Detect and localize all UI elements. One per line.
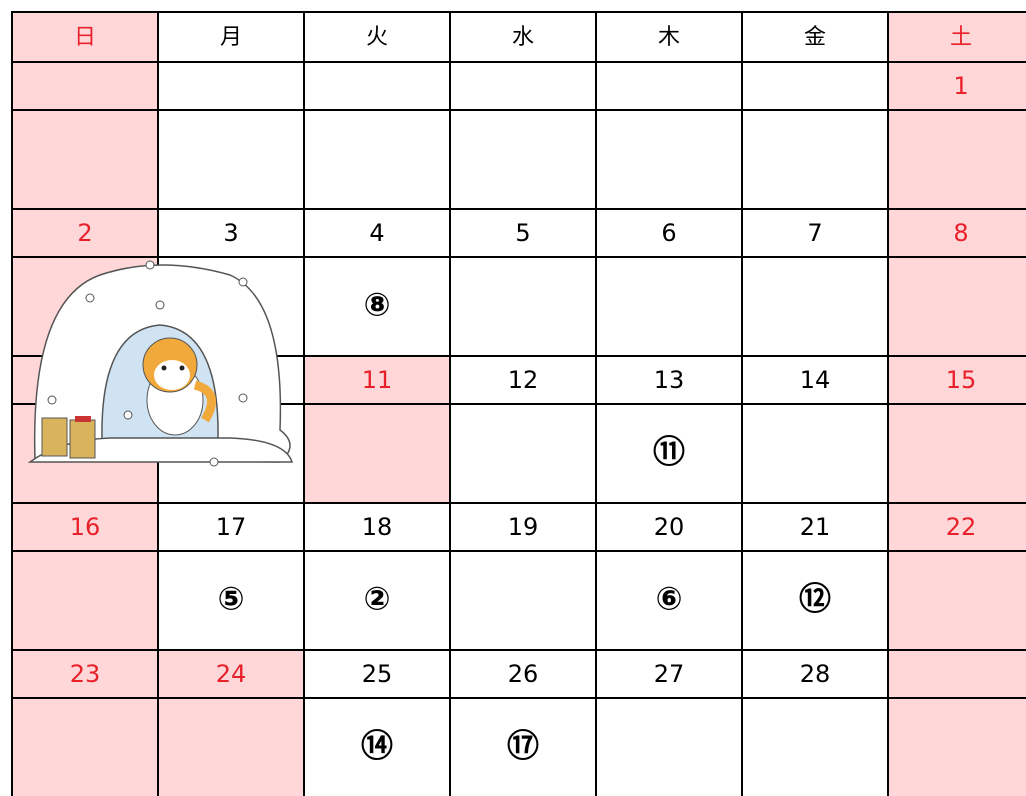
cell [595,11,743,63]
date-number: 23 [70,660,101,688]
cell [887,550,1026,651]
cell [887,208,1026,258]
cell [887,11,1026,63]
cell [595,550,743,651]
date-number: 12 [508,366,539,394]
date-number: 8 [953,219,968,247]
cell [303,403,451,504]
circled-number: ② [363,580,390,618]
cell [887,256,1026,357]
cell [741,403,889,504]
cell [303,208,451,258]
cell [449,403,597,504]
date-number: 13 [654,366,685,394]
date-number: 6 [661,219,676,247]
date-number: 7 [807,219,822,247]
date-number: 17 [216,513,247,541]
date-number: 15 [946,366,977,394]
cell [303,61,451,111]
cell [449,256,597,357]
cell [449,502,597,552]
cell [11,61,159,111]
cell [157,550,305,651]
weekday-label: 日 [74,25,96,50]
cell [741,256,889,357]
date-number: 5 [515,219,530,247]
date-number: 3 [223,219,238,247]
cell [741,502,889,552]
circled-number: ⑭ [361,727,393,765]
cell [741,61,889,111]
weekday-label: 金 [804,25,826,50]
circled-number: ⑥ [655,580,682,618]
cell [887,697,1026,796]
weekday-label: 月 [220,25,242,50]
circled-number: ⑤ [217,580,244,618]
date-number: 22 [946,513,977,541]
date-number: 2 [77,219,92,247]
weekday-label: 火 [366,25,388,50]
date-number: 20 [654,513,685,541]
circled-number: ⑪ [653,433,685,471]
cell [303,11,451,63]
cell [741,697,889,796]
date-number: 18 [362,513,393,541]
cell [11,11,159,63]
cell [11,550,159,651]
circled-number: ⑧ [363,286,390,324]
weekday-label: 木 [658,25,680,50]
date-number: 19 [508,513,539,541]
cell [595,61,743,111]
cell [595,697,743,796]
date-number: 25 [362,660,393,688]
cell [595,208,743,258]
cell [303,550,451,651]
date-number: 27 [654,660,685,688]
date-number: 21 [800,513,831,541]
cell [449,355,597,405]
cell [887,355,1026,405]
cell [11,109,159,210]
weekday-label: 水 [512,25,534,50]
date-number: 4 [369,219,384,247]
date-number: 14 [800,366,831,394]
cell [741,649,889,699]
cell [887,403,1026,504]
cell [449,61,597,111]
cell [11,697,159,796]
date-number: 24 [216,660,247,688]
cell [157,502,305,552]
cell [741,109,889,210]
cell [303,109,451,210]
cell [595,355,743,405]
cell [449,550,597,651]
cell [157,697,305,796]
date-number: 1 [953,72,968,100]
date-number: 11 [362,366,393,394]
circled-number: ⑫ [799,580,831,618]
cell [303,502,451,552]
date-number: 28 [800,660,831,688]
cell [449,697,597,796]
date-number: 16 [70,513,101,541]
cell [157,109,305,210]
circled-number: ⑰ [507,727,539,765]
cell [887,109,1026,210]
cell [157,61,305,111]
cell [741,355,889,405]
cell [11,502,159,552]
cell [887,649,1026,699]
cell [449,109,597,210]
cell [157,208,305,258]
weekday-label: 土 [950,25,972,50]
cell [157,649,305,699]
cell [595,109,743,210]
igloo-illustration [27,260,294,467]
date-number: 26 [508,660,539,688]
cell [11,208,159,258]
cell [595,256,743,357]
